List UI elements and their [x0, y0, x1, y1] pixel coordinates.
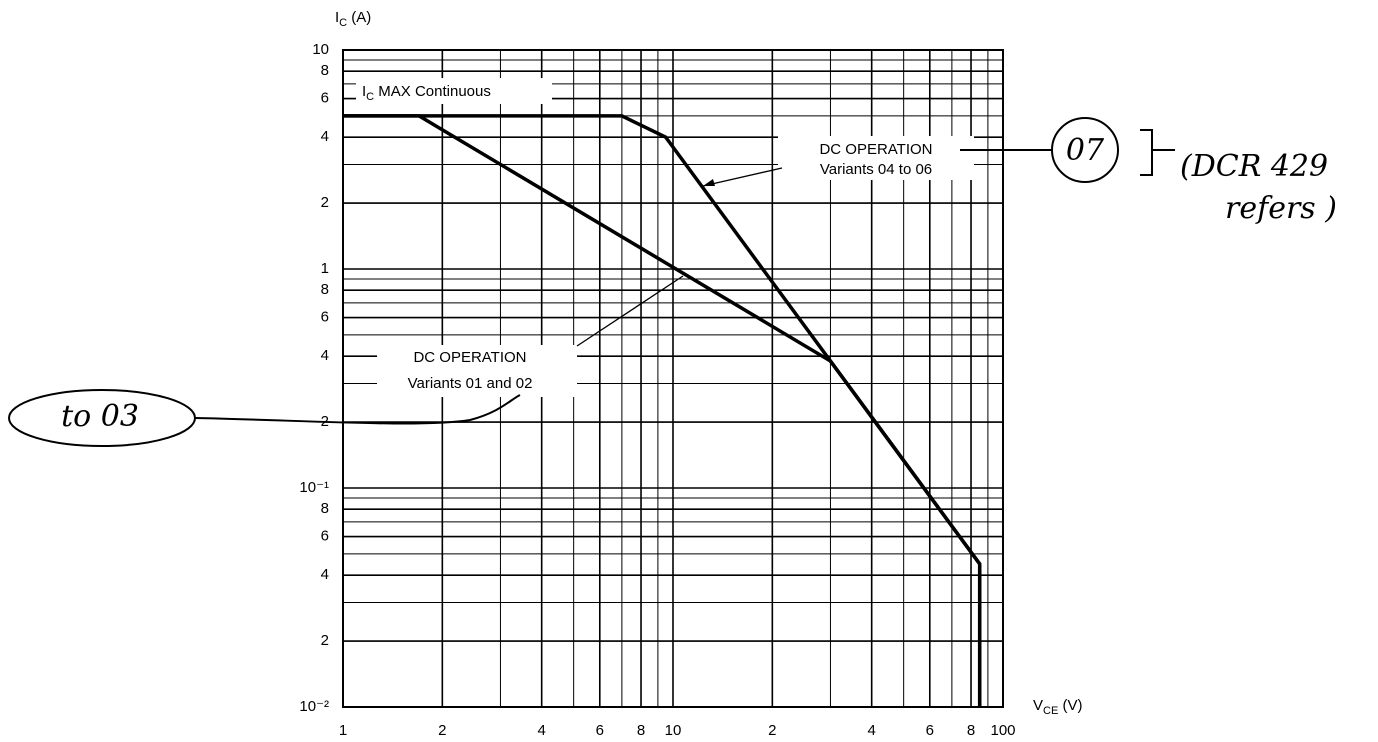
series-line: [343, 114, 982, 707]
hand-note: 07: [1066, 133, 1105, 168]
y-tick-label: 10: [312, 41, 329, 58]
annotation-main: I: [362, 83, 366, 100]
x-tick-label: 8: [967, 722, 975, 739]
x-label-rest: (V): [1058, 697, 1082, 714]
arrow-head: [703, 179, 715, 186]
annotation-arrow: [576, 275, 684, 347]
x-tick-label: 6: [926, 722, 934, 739]
hand-note: to 03: [61, 399, 139, 434]
handwriting: 07 (DCR 429 refers ) to 03: [8, 117, 1337, 447]
x-tick-label: 2: [438, 722, 446, 739]
y-tick-label: 4: [321, 566, 329, 583]
y-tick-label: 6: [321, 309, 329, 326]
y-tick-label: 2: [321, 194, 329, 211]
hand-note: refers ): [1225, 191, 1337, 226]
x-tick-label: 8: [637, 722, 645, 739]
y-tick-label: 10⁻²: [299, 698, 329, 715]
y-tick-label: 1: [321, 260, 329, 277]
annotation: DC OPERATION: [413, 349, 526, 366]
x-axis-label: VCE (V): [1033, 697, 1082, 717]
plot-frame: [342, 49, 1004, 708]
y-tick-label: 4: [321, 347, 329, 364]
x-tick-label: 6: [596, 722, 604, 739]
annotation-rest: MAX Continuous: [374, 83, 491, 100]
y-tick-label: 4: [321, 128, 329, 145]
y-label-rest: (A): [347, 9, 371, 26]
hand-stroke: [194, 394, 521, 425]
y-axis-label: IC (A): [335, 9, 371, 29]
y-tick-label: 6: [321, 528, 329, 545]
y-label-main: I: [335, 9, 339, 26]
y-tick-label: 6: [321, 90, 329, 107]
annotation-box: [377, 345, 577, 397]
y-tick-label: 10⁻¹: [299, 479, 329, 496]
hand-stroke: [960, 129, 1175, 176]
y-label-sub: C: [339, 17, 347, 29]
y-tick-label: 8: [321, 62, 329, 79]
annotation-box: [778, 136, 974, 180]
annotations: IC MAX Continuous DC OPERATION Variants …: [356, 78, 974, 397]
x-tick-label: 4: [868, 722, 876, 739]
x-tick-label: 1: [339, 722, 347, 739]
annotation: Variants 04 to 06: [820, 161, 932, 178]
x-tick-label: 4: [538, 722, 546, 739]
annotation-box: [356, 78, 552, 104]
annotation-arrow: [702, 167, 783, 187]
x-label-sub: CE: [1043, 705, 1058, 717]
series: [343, 114, 982, 707]
x-tick-label: 2: [768, 722, 776, 739]
y-tick-label: 2: [321, 632, 329, 649]
y-tick-label: 8: [321, 500, 329, 517]
annotation-sub: C: [366, 91, 374, 103]
annotation: IC MAX Continuous: [362, 83, 491, 103]
series-line: [343, 114, 982, 707]
x-tick-label: 10: [665, 722, 682, 739]
x-label-main: V: [1033, 697, 1043, 714]
annotation: Variants 01 and 02: [408, 375, 533, 392]
hand-note: (DCR 429: [1180, 149, 1328, 184]
x-tick-label: 100: [990, 722, 1015, 739]
annotation: DC OPERATION: [819, 141, 932, 158]
y-tick-label: 8: [321, 281, 329, 298]
